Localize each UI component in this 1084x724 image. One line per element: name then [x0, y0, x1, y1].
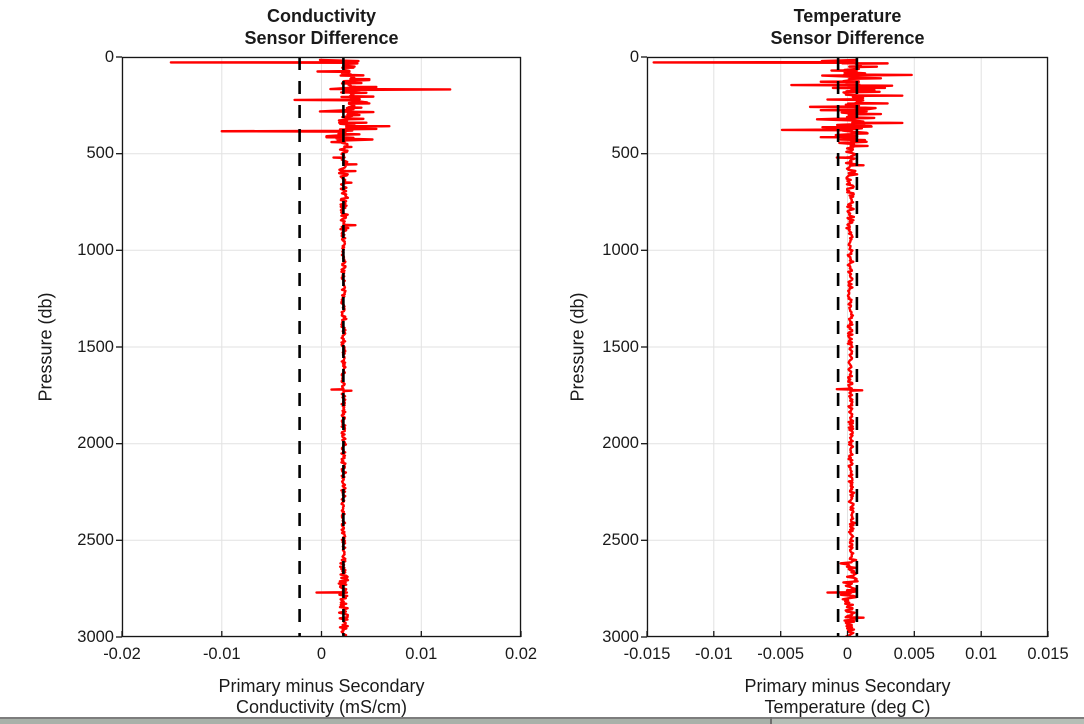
y-tick-label: 3000	[602, 627, 639, 646]
x-tick-label: 0	[316, 645, 327, 663]
temperature-x-axis-label: Primary minus Secondary Temperature (deg…	[647, 676, 1048, 718]
conductivity-title-line1: Conductivity	[266, 6, 376, 26]
conductivity-chart-title: Conductivity Sensor Difference	[122, 5, 521, 49]
x-tick-label: 0.01	[965, 645, 998, 663]
temperature-xlabel-line2: Temperature (deg C)	[764, 697, 931, 717]
window-bottom-bar-left	[0, 719, 770, 724]
y-tick-label: 1000	[77, 240, 114, 259]
conductivity-xlabel-line1: Primary minus Secondary	[218, 676, 425, 696]
y-tick-label: 0	[629, 47, 639, 66]
x-tick-label: 0.02	[504, 645, 538, 663]
temperature-title-line2: Sensor Difference	[770, 28, 925, 48]
y-tick-label: 500	[86, 144, 114, 163]
x-tick-label: 0.005	[893, 645, 935, 663]
window-bottom-border	[0, 717, 1084, 719]
y-tick-label: 1500	[602, 337, 639, 356]
conductivity-xlabel-line2: Conductivity (mS/cm)	[235, 697, 408, 717]
primary-minus-secondary-temperature-line	[652, 58, 913, 637]
temperature-xlabel-line1: Primary minus Secondary	[744, 676, 951, 696]
x-tick-label: 0.01	[405, 645, 438, 663]
y-tick-label: 1500	[77, 337, 114, 356]
conductivity-x-axis-label: Primary minus Secondary Conductivity (mS…	[122, 676, 521, 718]
y-tick-label: 1000	[602, 240, 639, 259]
y-tick-label: 3000	[77, 627, 114, 646]
window-bottom-bar-right	[772, 719, 1084, 724]
y-tick-label: 0	[104, 47, 114, 66]
y-tick-label: 2000	[602, 434, 639, 453]
window-bottom-bar-divider	[770, 717, 772, 724]
x-tick-label: -0.02	[103, 645, 141, 663]
x-tick-label: -0.005	[757, 645, 805, 663]
conductivity-title-line2: Sensor Difference	[244, 28, 399, 48]
x-tick-label: 0	[842, 645, 853, 663]
x-tick-label: -0.01	[695, 645, 733, 663]
y-tick-label: 500	[611, 144, 639, 163]
temperature-title-line1: Temperature	[793, 6, 902, 26]
y-tick-label: 2000	[77, 434, 114, 453]
primary-minus-secondary-conductivity-line	[169, 58, 452, 637]
temperature-chart-title: Temperature Sensor Difference	[647, 5, 1048, 49]
x-tick-label: 0.015	[1027, 645, 1069, 663]
y-tick-label: 2500	[77, 530, 114, 549]
x-tick-label: -0.01	[202, 645, 241, 663]
x-tick-label: -0.015	[623, 645, 671, 663]
y-tick-label: 2500	[602, 530, 639, 549]
